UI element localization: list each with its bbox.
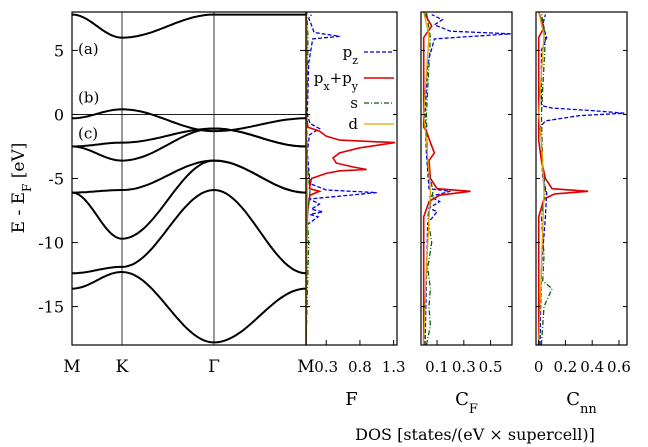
dos-series-pz bbox=[424, 14, 511, 345]
panel-label: (a) bbox=[78, 40, 99, 58]
dos-x-tick-label: 0.3 bbox=[314, 358, 338, 376]
dos-panel-frame bbox=[420, 11, 513, 346]
dos-series-s bbox=[540, 12, 553, 345]
band-yticks: 5 0 -5 -10 -15 bbox=[38, 41, 306, 317]
y-tick-label: 0 bbox=[54, 105, 64, 124]
band-line bbox=[71, 159, 307, 240]
bottom-axis-label: DOS [states/(eV × supercell)] bbox=[355, 425, 595, 444]
k-point-label: M bbox=[63, 357, 80, 377]
dos-x-tick-label: 0.2 bbox=[554, 358, 578, 376]
dos-series-d bbox=[538, 12, 545, 345]
dos-panel-cnn: 0 0.2 0.4 0.6 Cnn bbox=[534, 11, 631, 417]
legend-label: px+py bbox=[314, 69, 359, 93]
panel-label: (b) bbox=[78, 89, 99, 107]
band-line bbox=[72, 127, 307, 162]
bands bbox=[71, 13, 307, 344]
dos-curves bbox=[306, 12, 396, 345]
dos-x-tick-label: 1.3 bbox=[382, 358, 406, 376]
panel-label: (c) bbox=[78, 124, 98, 142]
band-panel-frame bbox=[71, 11, 307, 346]
dos-x-tick-label: 0 bbox=[534, 358, 544, 376]
dos-series-pxpy bbox=[537, 12, 589, 345]
panel-labels: (a) (b) (c) bbox=[78, 40, 99, 143]
dos-x-tick-label: 0.8 bbox=[348, 358, 372, 376]
band-panel: 5 0 -5 -10 -15 M K Γ M (a) (b) (c) bbox=[38, 11, 315, 377]
dos-series-d bbox=[306, 12, 308, 345]
k-point-label: M bbox=[297, 357, 314, 377]
dos-series-pz bbox=[306, 14, 377, 345]
y-axis-label: E - EF [eV] bbox=[9, 143, 34, 234]
legend-label: s bbox=[350, 94, 358, 112]
legend-label: pz bbox=[343, 43, 359, 67]
y-tick-label: -5 bbox=[48, 170, 64, 189]
dos-curves bbox=[422, 12, 511, 345]
legend-label: d bbox=[348, 115, 358, 133]
dos-panel-xlabel: Cnn bbox=[566, 389, 597, 417]
band-line bbox=[72, 127, 307, 148]
y-tick-label: -10 bbox=[38, 234, 64, 253]
bottom-axis-label-text: DOS [states/(eV × supercell)] bbox=[355, 425, 595, 444]
dos-series-d bbox=[423, 12, 432, 345]
y-axis-label-text: E - EF [eV] bbox=[9, 143, 34, 234]
dos-panel-f: 0.3 0.8 1.3 F bbox=[305, 11, 406, 410]
y-tick-label: 5 bbox=[54, 41, 64, 60]
dos-series-pz bbox=[539, 14, 625, 345]
dos-x-tick-label: 0.3 bbox=[452, 358, 476, 376]
dos-series-pxpy bbox=[422, 12, 471, 345]
dos-x-tick-label: 0.6 bbox=[607, 358, 631, 376]
dos-panel-xlabel: CF bbox=[455, 389, 478, 417]
dos-series-pxpy bbox=[306, 12, 396, 345]
dos-panel-cf: 0.1 0.3 0.5CF bbox=[420, 11, 513, 417]
dos-curves bbox=[537, 12, 625, 345]
band-line bbox=[72, 159, 307, 194]
dos-panel-xlabel: F bbox=[345, 389, 358, 410]
k-point-label: Γ bbox=[208, 357, 220, 377]
dos-x-tick-label: 0.5 bbox=[479, 358, 503, 376]
k-point-label: K bbox=[116, 357, 129, 377]
band-line bbox=[72, 13, 306, 39]
dos-series-s bbox=[306, 12, 311, 345]
dos-x-tick-label: 0.1 bbox=[425, 358, 449, 376]
band-line bbox=[72, 271, 307, 344]
dos-x-tick-label: 0.4 bbox=[580, 358, 604, 376]
band-line bbox=[72, 108, 306, 133]
band-line bbox=[72, 188, 307, 275]
y-tick-label: -15 bbox=[38, 298, 64, 317]
